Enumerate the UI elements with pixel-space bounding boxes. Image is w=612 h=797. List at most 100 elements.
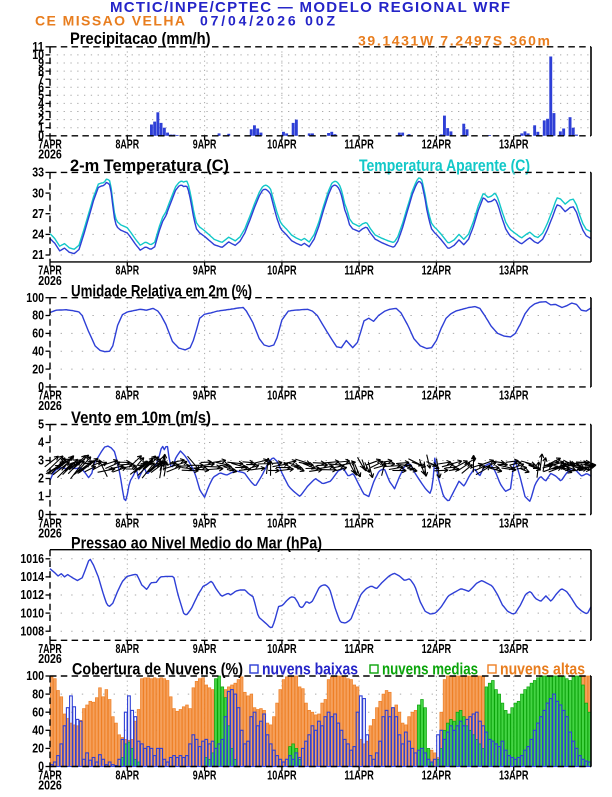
svg-text:12APR: 12APR xyxy=(422,137,452,152)
svg-text:MCTIC/INPE/CPTEC — MODELO REGI: MCTIC/INPE/CPTEC — MODELO REGIONAL WRF xyxy=(110,0,510,16)
svg-text:13APR: 13APR xyxy=(499,137,529,152)
svg-text:nuvens medias: nuvens medias xyxy=(382,660,478,679)
svg-text:27: 27 xyxy=(32,206,44,221)
svg-text:8APR: 8APR xyxy=(116,388,140,403)
svg-text:24: 24 xyxy=(32,227,44,242)
svg-text:nuvens altas: nuvens altas xyxy=(500,660,585,679)
svg-text:11APR: 11APR xyxy=(344,515,374,530)
svg-text:8APR: 8APR xyxy=(116,137,140,152)
svg-text:20: 20 xyxy=(32,361,44,376)
svg-text:60: 60 xyxy=(32,326,44,341)
svg-text:8: 8 xyxy=(38,63,44,78)
svg-text:2026: 2026 xyxy=(38,147,62,162)
svg-text:Cobertura de Nuvens (%): Cobertura de Nuvens (%) xyxy=(72,660,243,679)
svg-text:7APR: 7APR xyxy=(38,641,62,656)
svg-text:2-m Temperatura (C): 2-m Temperatura (C) xyxy=(70,156,229,175)
svg-text:9: 9 xyxy=(38,55,44,70)
svg-text:10APR: 10APR xyxy=(267,641,297,656)
svg-text:80: 80 xyxy=(32,308,44,323)
svg-text:CE MISSAO VELHA: CE MISSAO VELHA xyxy=(35,13,185,29)
svg-text:9APR: 9APR xyxy=(193,388,217,403)
svg-text:2: 2 xyxy=(38,112,44,127)
svg-text:1010: 1010 xyxy=(20,605,44,620)
svg-text:1016: 1016 xyxy=(20,551,44,566)
svg-text:2026: 2026 xyxy=(38,398,62,413)
svg-text:Umidade Relativa em 2m (%): Umidade Relativa em 2m (%) xyxy=(71,281,252,300)
svg-text:11APR: 11APR xyxy=(344,388,374,403)
svg-text:21: 21 xyxy=(32,247,44,262)
svg-text:12APR: 12APR xyxy=(422,263,452,278)
svg-text:20: 20 xyxy=(32,741,44,756)
svg-text:0: 0 xyxy=(38,507,44,522)
svg-text:100: 100 xyxy=(26,290,44,305)
svg-text:10APR: 10APR xyxy=(267,388,297,403)
svg-text:13APR: 13APR xyxy=(499,767,529,782)
svg-text:1: 1 xyxy=(38,489,44,504)
svg-text:12APR: 12APR xyxy=(422,388,452,403)
svg-text:11: 11 xyxy=(32,39,44,54)
svg-text:60: 60 xyxy=(32,704,44,719)
svg-text:1: 1 xyxy=(38,120,44,135)
svg-text:Precipitacao (mm/h): Precipitacao (mm/h) xyxy=(70,29,211,48)
svg-text:8APR: 8APR xyxy=(116,263,140,278)
svg-text:33: 33 xyxy=(32,165,44,180)
svg-text:8APR: 8APR xyxy=(116,515,140,530)
svg-text:10APR: 10APR xyxy=(267,767,297,782)
svg-text:10APR: 10APR xyxy=(267,137,297,152)
svg-text:10APR: 10APR xyxy=(267,263,297,278)
svg-text:13APR: 13APR xyxy=(499,388,529,403)
svg-text:11APR: 11APR xyxy=(344,263,374,278)
svg-text:100: 100 xyxy=(26,668,44,683)
svg-text:7: 7 xyxy=(38,71,44,86)
svg-text:07/04/2026 00Z: 07/04/2026 00Z xyxy=(200,13,335,29)
svg-text:4: 4 xyxy=(38,435,45,450)
svg-text:7APR: 7APR xyxy=(38,263,62,278)
svg-text:6: 6 xyxy=(38,80,44,95)
svg-text:40: 40 xyxy=(32,343,44,358)
svg-text:nuvens baixas: nuvens baixas xyxy=(262,660,358,679)
svg-text:11APR: 11APR xyxy=(344,641,374,656)
svg-text:11APR: 11APR xyxy=(344,767,374,782)
svg-text:3: 3 xyxy=(38,453,44,468)
svg-text:7APR: 7APR xyxy=(38,515,62,530)
svg-text:7APR: 7APR xyxy=(38,137,62,152)
svg-text:12APR: 12APR xyxy=(422,767,452,782)
svg-text:2026: 2026 xyxy=(38,651,62,666)
svg-text:0: 0 xyxy=(38,759,44,774)
svg-text:10APR: 10APR xyxy=(267,515,297,530)
svg-text:30: 30 xyxy=(32,185,44,200)
svg-text:3: 3 xyxy=(38,104,44,119)
svg-text:Vento em 10m (m/s): Vento em 10m (m/s) xyxy=(71,408,211,427)
svg-text:0: 0 xyxy=(38,379,44,394)
svg-text:5: 5 xyxy=(38,88,44,103)
svg-text:9APR: 9APR xyxy=(193,767,217,782)
svg-text:9APR: 9APR xyxy=(193,137,217,152)
svg-text:8APR: 8APR xyxy=(116,767,140,782)
svg-text:1014: 1014 xyxy=(20,569,44,584)
svg-text:1008: 1008 xyxy=(20,623,44,638)
svg-text:2026: 2026 xyxy=(38,525,62,540)
svg-text:2026: 2026 xyxy=(38,273,62,288)
svg-text:10: 10 xyxy=(32,47,44,62)
svg-text:80: 80 xyxy=(32,686,44,701)
svg-text:4: 4 xyxy=(38,96,45,111)
svg-text:12APR: 12APR xyxy=(422,515,452,530)
svg-text:1012: 1012 xyxy=(20,587,44,602)
svg-text:13APR: 13APR xyxy=(499,263,529,278)
svg-text:8APR: 8APR xyxy=(116,641,140,656)
svg-text:12APR: 12APR xyxy=(422,641,452,656)
svg-text:9APR: 9APR xyxy=(193,641,217,656)
svg-text:2026: 2026 xyxy=(38,777,62,792)
svg-text:13APR: 13APR xyxy=(499,515,529,530)
svg-text:13APR: 13APR xyxy=(499,641,529,656)
svg-text:7APR: 7APR xyxy=(38,388,62,403)
svg-text:0: 0 xyxy=(38,128,44,143)
svg-text:Pressao ao Nivel Medio do Mar: Pressao ao Nivel Medio do Mar (hPa) xyxy=(71,533,322,552)
svg-text:40: 40 xyxy=(32,723,44,738)
svg-text:2: 2 xyxy=(38,471,44,486)
svg-text:5: 5 xyxy=(38,417,44,432)
svg-text:11APR: 11APR xyxy=(344,137,374,152)
svg-text:9APR: 9APR xyxy=(193,263,217,278)
svg-text:Temperatura Aparente (C): Temperatura Aparente (C) xyxy=(359,156,530,175)
svg-text:9APR: 9APR xyxy=(193,515,217,530)
